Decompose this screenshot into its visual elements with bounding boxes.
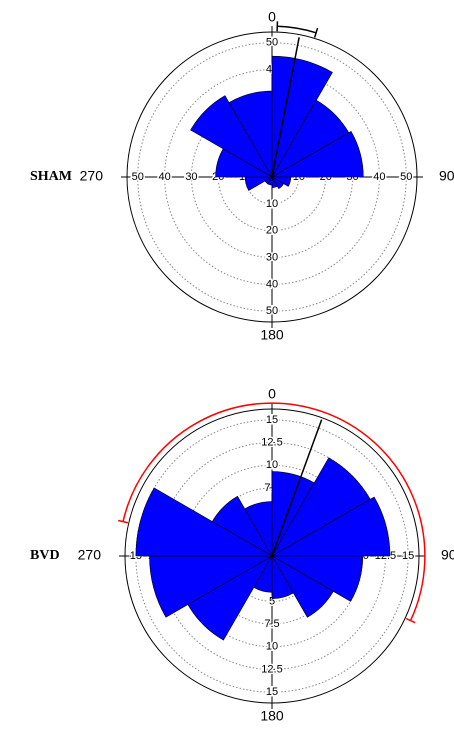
confidence-arc [277, 25, 317, 34]
wedge [228, 90, 273, 179]
wedge [271, 175, 278, 189]
tick-label: 30 [266, 251, 278, 263]
wedge [211, 495, 273, 557]
wedge [270, 130, 364, 178]
angle-label: 90 [439, 168, 454, 184]
row-label: SHAM [30, 169, 72, 184]
row-label: BVD [30, 548, 60, 563]
wedge [270, 555, 364, 602]
angle-label: 180 [260, 708, 284, 724]
confidence-arc [122, 402, 426, 621]
wedge [190, 95, 273, 178]
tick-label: 10 [266, 641, 278, 653]
arc-end [405, 617, 416, 624]
wedge [244, 501, 273, 558]
angle-label: 0 [268, 9, 276, 25]
tick-label: 50 [400, 171, 412, 183]
wedge [270, 176, 292, 187]
tick-label: 7.5 [264, 618, 279, 630]
angle-label: 180 [260, 327, 284, 343]
tick-label: 20 [266, 225, 278, 237]
wedge [271, 176, 285, 190]
tick-label: 50 [266, 37, 278, 49]
tick-label: 15 [266, 686, 278, 698]
wedge [270, 496, 391, 557]
tick-label: 15 [402, 550, 414, 562]
tick-label: 50 [132, 171, 144, 183]
tick-label: 12.5 [261, 436, 282, 448]
tick-label: 10 [266, 459, 278, 471]
angle-label: 90 [441, 547, 454, 563]
tick-label: 10 [266, 198, 278, 210]
tick-label: 5 [269, 595, 275, 607]
tick-label: 40 [158, 171, 170, 183]
arc-end [117, 519, 129, 524]
wedge [271, 55, 333, 179]
wedge [271, 554, 294, 599]
angle-label: 270 [78, 547, 102, 563]
angle-label: 0 [268, 386, 276, 402]
angle-label: 270 [80, 168, 104, 184]
wedge [271, 555, 334, 618]
tick-label: 30 [185, 171, 197, 183]
tick-label: 12.5 [261, 663, 282, 675]
tick-label: 50 [266, 305, 278, 317]
arc-end [313, 27, 319, 38]
tick-label: 40 [373, 171, 385, 183]
tick-label: 15 [266, 414, 278, 426]
tick-label: 40 [266, 278, 278, 290]
mean-vector [271, 37, 300, 178]
mean-vector [271, 419, 323, 557]
wedge [135, 487, 274, 557]
